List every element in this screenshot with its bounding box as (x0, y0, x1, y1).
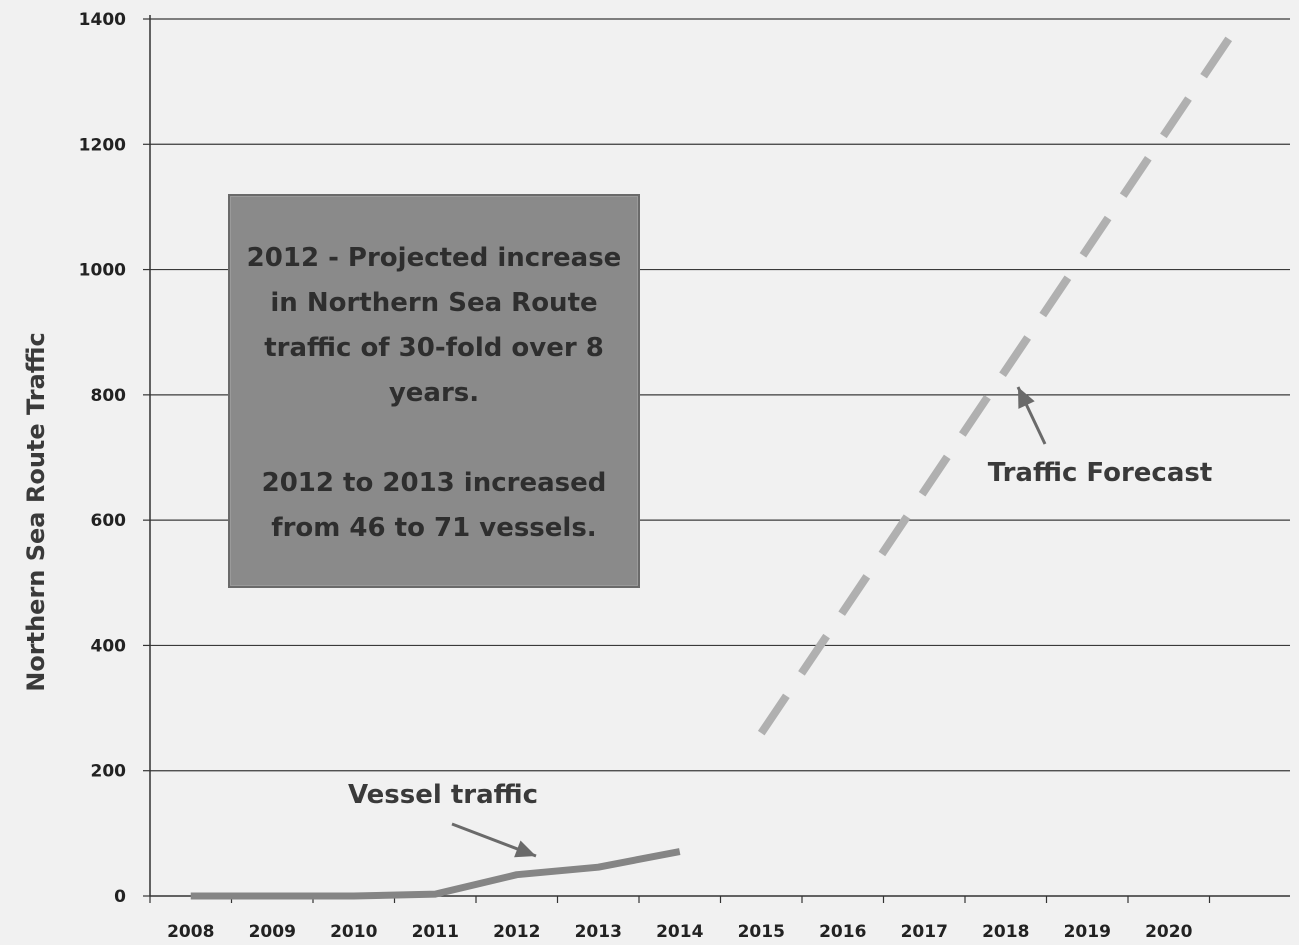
x-tick-2009: 2009 (249, 922, 296, 942)
x-tick-2011: 2011 (412, 922, 459, 942)
callout-text-increase: 2012 to 2013 increased from 46 to 71 ves… (261, 468, 607, 543)
series-line-1 (757, 16, 1246, 736)
y-tick-600: 600 (91, 511, 127, 531)
vessel-traffic-arrow-head (514, 840, 536, 858)
annotation-arrows (451, 386, 1047, 858)
series-line-0 (190, 848, 681, 900)
series-lines (190, 16, 1246, 900)
y-tick-1400: 1400 (79, 10, 126, 30)
y-tick-800: 800 (91, 386, 127, 406)
callout-box: 2012 - Projected increase in Northern Se… (228, 194, 640, 588)
y-axis-label: Northern Sea Route Traffic (22, 332, 50, 692)
x-tick-2018: 2018 (982, 922, 1029, 942)
y-tick-400: 400 (91, 636, 127, 656)
traffic-forecast-label: Traffic Forecast (988, 458, 1213, 488)
x-tick-2017: 2017 (901, 922, 948, 942)
traffic-forecast-arrow-head (1018, 387, 1035, 409)
x-tick-labels: 2008 2009 2010 2011 2012 2013 2014 2015 2016 2017… (167, 922, 1192, 942)
x-tick-2010: 2010 (330, 922, 377, 942)
traffic-forecast-arrow (1016, 386, 1047, 445)
x-tick-2016: 2016 (819, 922, 866, 942)
vessel-traffic-arrow (451, 822, 537, 858)
y-tick-200: 200 (91, 762, 127, 782)
x-tick-2015: 2015 (738, 922, 785, 942)
x-tick-2013: 2013 (575, 922, 622, 942)
x-tick-2014: 2014 (656, 922, 703, 942)
y-tick-1000: 1000 (79, 261, 126, 281)
x-tick-2012: 2012 (493, 922, 540, 942)
x-tick-2020: 2020 (1145, 922, 1192, 942)
y-tick-0: 0 (114, 887, 126, 907)
vessel-traffic-label: Vessel traffic (348, 780, 538, 810)
callout-text-projection: 2012 - Projected increase in Northern Se… (246, 243, 622, 408)
x-tick-2019: 2019 (1064, 922, 1111, 942)
y-tick-labels: 0 200 400 600 800 1000 1200 1400 (79, 10, 126, 907)
x-tick-2008: 2008 (167, 922, 214, 942)
y-tick-1200: 1200 (79, 135, 126, 155)
